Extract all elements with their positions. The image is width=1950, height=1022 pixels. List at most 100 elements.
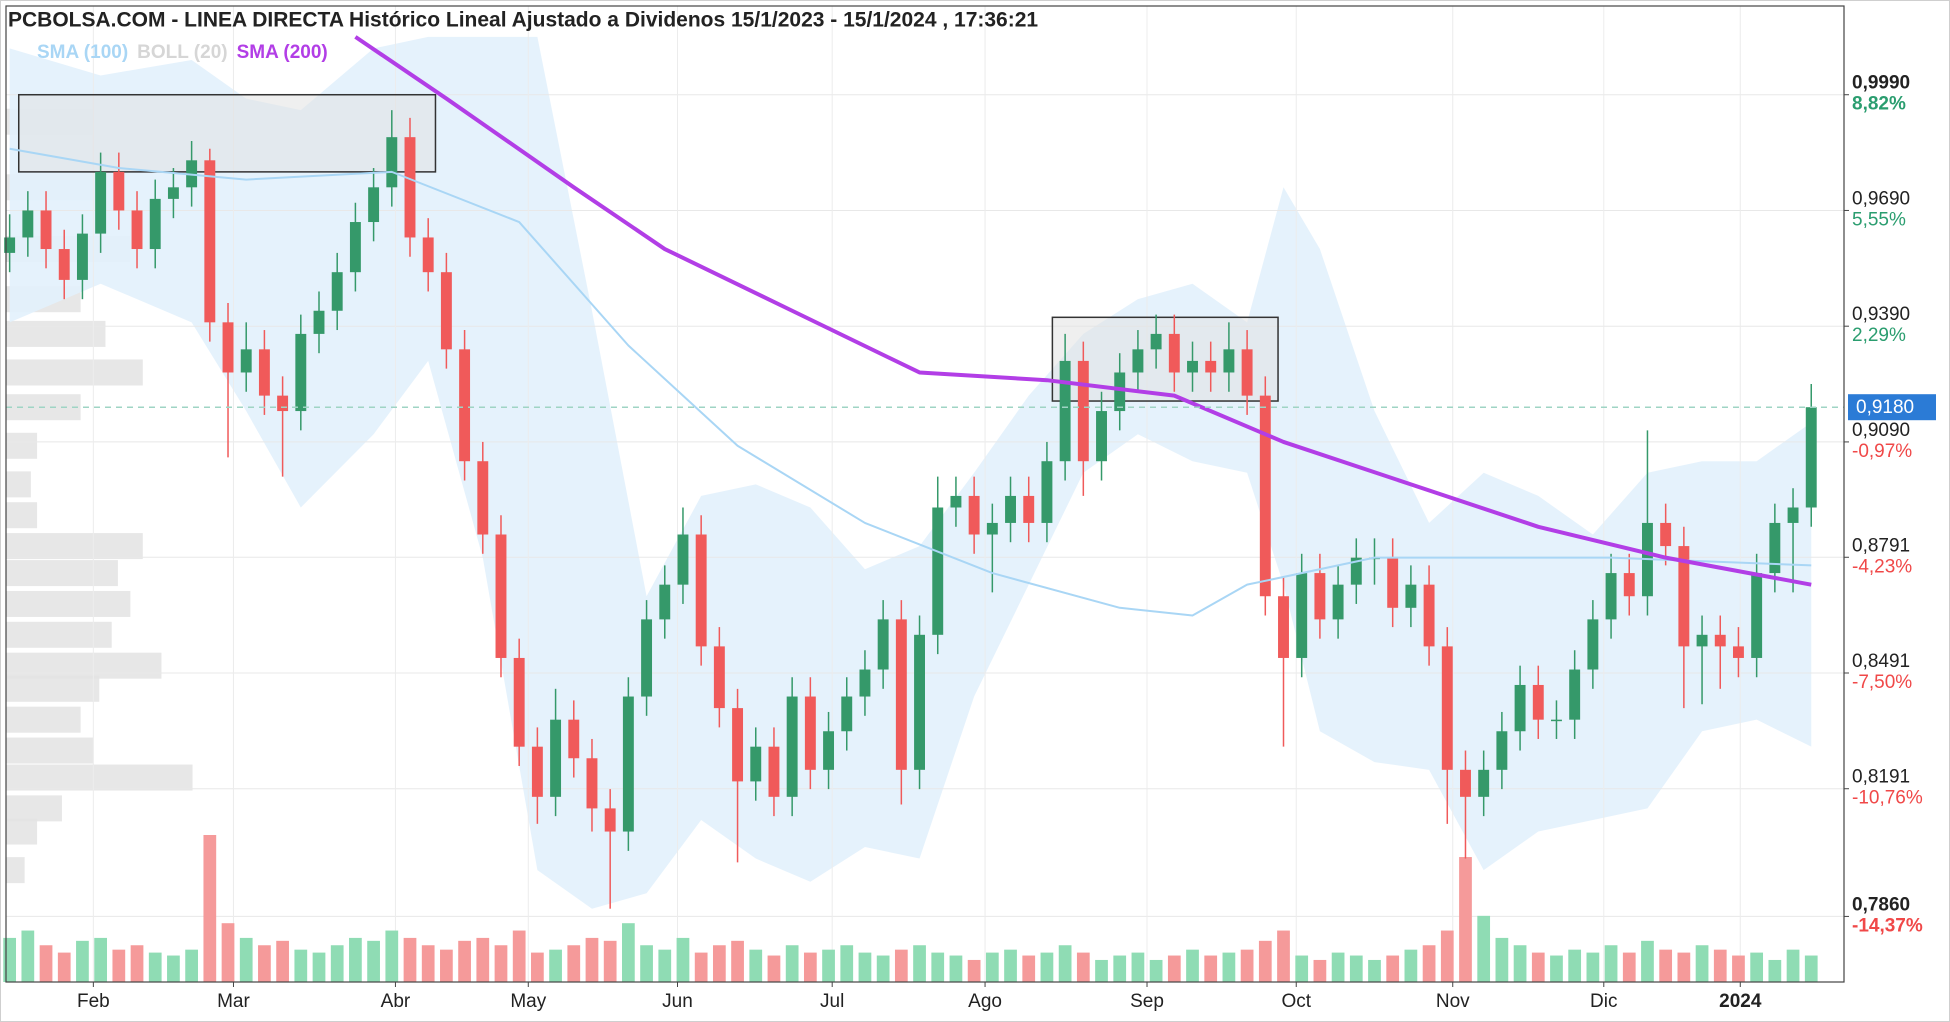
y-tick-label: 0,7860 bbox=[1852, 894, 1910, 915]
volume-bar bbox=[1750, 952, 1764, 982]
volume-bar bbox=[39, 945, 53, 982]
x-tick-label: Mar bbox=[217, 991, 250, 1012]
volume-bar bbox=[94, 937, 107, 982]
y-change-label: 2,29% bbox=[1852, 325, 1906, 346]
bollinger-band bbox=[9, 36, 1812, 909]
candle-body bbox=[1514, 684, 1526, 732]
volume-bar bbox=[1786, 949, 1800, 982]
volume-profile-bar bbox=[6, 621, 112, 648]
volume-bar bbox=[1295, 955, 1309, 982]
volume-bar bbox=[531, 952, 544, 982]
candle-body bbox=[149, 198, 161, 250]
y-change-label: -4,23% bbox=[1852, 556, 1912, 577]
x-tick-label: Sep bbox=[1130, 991, 1164, 1012]
volume-bar bbox=[167, 955, 180, 982]
volume-bar bbox=[603, 940, 617, 982]
candle-body bbox=[167, 187, 179, 199]
y-change-label: -0,97% bbox=[1852, 441, 1912, 462]
volume-bar bbox=[585, 937, 599, 982]
volume-bar bbox=[1732, 955, 1745, 982]
candle-body bbox=[986, 522, 998, 535]
volume-bar bbox=[1349, 955, 1363, 982]
volume-bar bbox=[985, 952, 999, 982]
volume-bar bbox=[1677, 952, 1691, 982]
volume-bar bbox=[1513, 945, 1527, 982]
x-tick-label: Nov bbox=[1436, 991, 1470, 1012]
volume-bar bbox=[1131, 952, 1145, 982]
volume-bar bbox=[3, 937, 17, 982]
volume-bar bbox=[512, 930, 526, 982]
candle-body bbox=[368, 187, 380, 223]
candle-body bbox=[404, 137, 416, 238]
x-tick-label: Dic bbox=[1590, 991, 1617, 1012]
candle-body bbox=[622, 696, 634, 832]
candle-body bbox=[604, 808, 616, 832]
volume-profile-bar bbox=[6, 675, 100, 702]
volume-bar bbox=[1568, 949, 1582, 982]
volume-bar bbox=[1495, 937, 1509, 982]
y-tick-label: 0,8791 bbox=[1852, 535, 1910, 556]
candle-body bbox=[841, 696, 853, 732]
volume-bar bbox=[931, 952, 945, 982]
volume-bar bbox=[57, 952, 71, 982]
candle-body bbox=[786, 696, 798, 797]
volume-bar bbox=[1695, 945, 1709, 982]
candle-body bbox=[1114, 372, 1126, 412]
candle-body bbox=[550, 719, 562, 797]
volume-profile-bar bbox=[6, 533, 143, 560]
candle-body bbox=[804, 696, 816, 770]
candle-body bbox=[1551, 719, 1562, 722]
volume-profile-bar bbox=[6, 795, 62, 822]
candle-body bbox=[1569, 669, 1581, 720]
volume-profile-bar bbox=[6, 359, 143, 386]
candle-body bbox=[113, 171, 125, 211]
x-tick-label: Abr bbox=[381, 991, 411, 1012]
candle-body bbox=[677, 534, 689, 585]
volume-bar bbox=[894, 949, 908, 982]
x-tick-label: Jun bbox=[662, 991, 693, 1012]
candle-body bbox=[531, 746, 543, 797]
candle-body bbox=[422, 237, 434, 273]
candle-body bbox=[295, 333, 307, 412]
volume-profile-bar bbox=[6, 857, 25, 884]
candle-body bbox=[277, 395, 289, 412]
last-price-label: 0,9180 bbox=[1856, 397, 1914, 418]
volume-bar bbox=[367, 940, 380, 982]
candle-body bbox=[713, 646, 725, 709]
volume-bar bbox=[658, 949, 672, 982]
volume-bar bbox=[1186, 949, 1199, 982]
y-tick-label: 0,9390 bbox=[1852, 304, 1910, 325]
volume-profile-bar bbox=[6, 706, 81, 733]
candle-body bbox=[1696, 634, 1708, 647]
volume-bar bbox=[1440, 930, 1454, 982]
volume-bar bbox=[239, 937, 253, 982]
volume-bar bbox=[1149, 959, 1163, 982]
candle-body bbox=[1059, 360, 1071, 462]
candle-body bbox=[1805, 407, 1817, 508]
y-change-label: -7,50% bbox=[1852, 672, 1912, 693]
volume-bar bbox=[221, 923, 235, 982]
volume-bar bbox=[385, 930, 399, 982]
volume-bar bbox=[1622, 952, 1636, 982]
y-tick-label: 0,8191 bbox=[1852, 767, 1910, 788]
volume-bar bbox=[1022, 955, 1036, 982]
candle-body bbox=[76, 233, 88, 280]
volume-profile-bar bbox=[6, 818, 38, 845]
candle-body bbox=[40, 210, 52, 250]
volume-bar bbox=[1331, 952, 1345, 982]
volume-profile-bar bbox=[6, 737, 94, 764]
candle-body bbox=[258, 349, 270, 396]
candle-body bbox=[477, 461, 489, 535]
volume-bar bbox=[203, 835, 217, 982]
volume-bar bbox=[803, 952, 817, 982]
y-tick-label: 0,9990 bbox=[1852, 73, 1910, 94]
volume-bar bbox=[330, 945, 344, 982]
sma-line bbox=[9, 147, 1812, 617]
candle-body bbox=[1205, 360, 1217, 373]
candle-body bbox=[641, 619, 653, 697]
x-tick-label: Feb bbox=[77, 991, 110, 1012]
volume-bar bbox=[294, 949, 308, 982]
candle-body bbox=[1751, 573, 1763, 658]
volume-bar bbox=[1404, 949, 1418, 982]
volume-bar bbox=[1004, 949, 1017, 982]
